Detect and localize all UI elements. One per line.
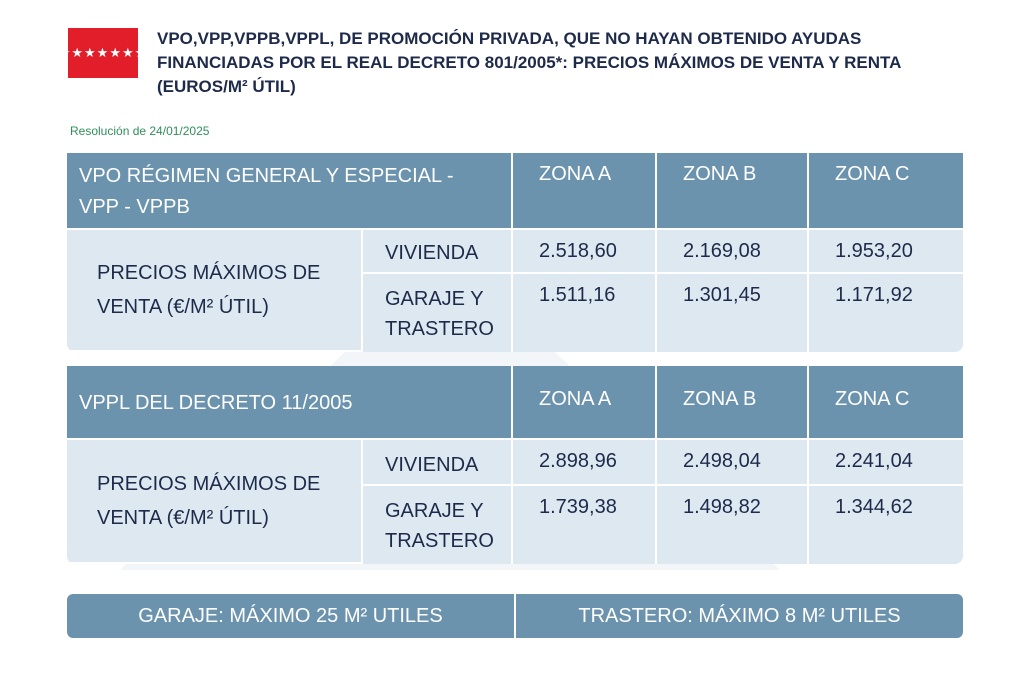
table-cell: 1.171,92 bbox=[835, 284, 913, 306]
table-cell: 2.241,04 bbox=[809, 440, 963, 486]
garage-max-note: GARAJE: MÁXIMO 25 M² UTILES bbox=[67, 594, 516, 638]
table-cell: 2.498,04 bbox=[657, 440, 809, 486]
price-table-vpo: VPO RÉGIMEN GENERAL Y ESPECIAL - VPP - V… bbox=[67, 153, 963, 352]
zone-header: ZONA C bbox=[809, 153, 963, 230]
table-cell: 2.169,08 bbox=[657, 230, 809, 274]
table-cell: 1.344,62 bbox=[835, 496, 913, 518]
zone-header: ZONA A bbox=[513, 153, 657, 230]
zone-header: ZONA B bbox=[657, 153, 809, 230]
flag-stars: ★★★★★★★ bbox=[58, 45, 148, 60]
zone-header: ZONA A bbox=[513, 366, 657, 440]
table-cell: 2.518,60 bbox=[513, 230, 657, 274]
table-cell: 1.301,45 bbox=[657, 274, 809, 352]
table-cell: 2.898,96 bbox=[513, 440, 657, 486]
region-flag-logo: ★★★★★★★ bbox=[59, 28, 146, 78]
table-title: VPPL DEL DECRETO 11/2005 bbox=[67, 366, 513, 440]
row-type: VIVIENDA bbox=[363, 440, 513, 486]
resolution-date: Resolución de 24/01/2025 bbox=[70, 124, 210, 138]
row-label: PRECIOS MÁXIMOS DE VENTA (€/M² ÚTIL) bbox=[67, 230, 363, 352]
storage-max-note: TRASTERO: MÁXIMO 8 M² UTILES bbox=[578, 604, 901, 627]
row-type: GARAJE Y TRASTERO bbox=[363, 274, 513, 352]
page-title: VPO,VPP,VPPB,VPPL, DE PROMOCIÓN PRIVADA,… bbox=[157, 29, 901, 96]
table-cell: 1.498,82 bbox=[657, 486, 809, 564]
table-title: VPO RÉGIMEN GENERAL Y ESPECIAL - VPP - V… bbox=[67, 153, 513, 230]
zone-header: ZONA C bbox=[809, 366, 963, 440]
table-cell: 1.511,16 bbox=[513, 274, 657, 352]
footer-bar: GARAJE: MÁXIMO 25 M² UTILES TRASTERO: MÁ… bbox=[67, 594, 963, 638]
row-label: PRECIOS MÁXIMOS DE VENTA (€/M² ÚTIL) bbox=[67, 440, 363, 564]
price-table-vppl: VPPL DEL DECRETO 11/2005 ZONA A ZONA B Z… bbox=[67, 366, 963, 564]
row-type: VIVIENDA bbox=[363, 230, 513, 274]
zone-header: ZONA B bbox=[657, 366, 809, 440]
table-cell: 1.739,38 bbox=[513, 486, 657, 564]
row-type: GARAJE Y TRASTERO bbox=[363, 486, 513, 564]
table-cell: 1.953,20 bbox=[809, 230, 963, 274]
